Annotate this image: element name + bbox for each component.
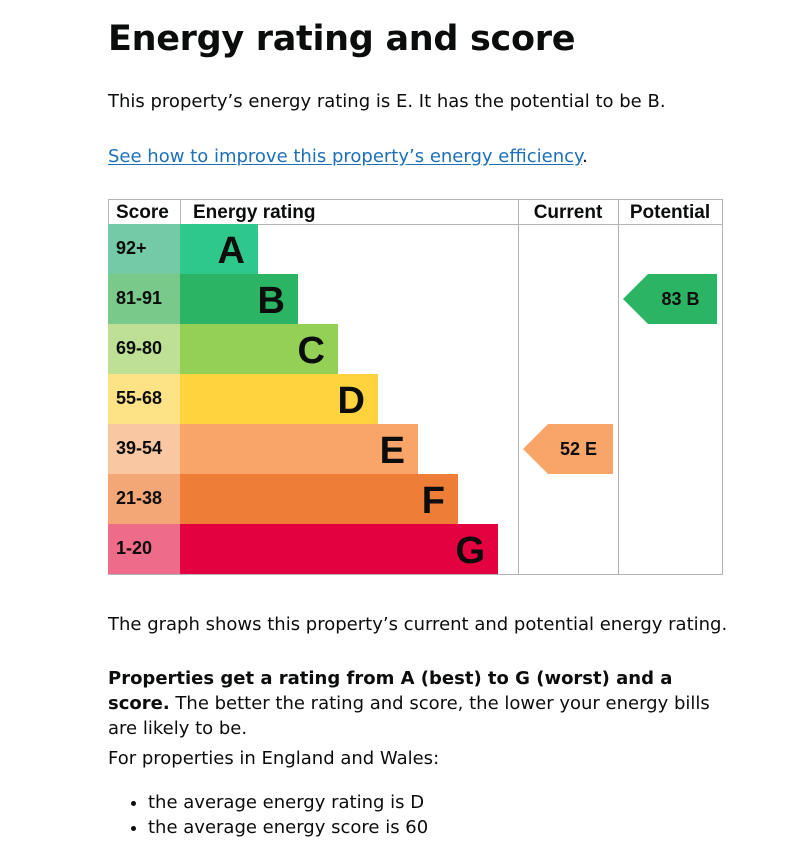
- chart-frame: [108, 199, 723, 575]
- rating-letter-c: C: [298, 330, 325, 372]
- rating-explanation-rest: The better the rating and score, the low…: [108, 693, 710, 739]
- improve-link-paragraph: See how to improve this property’s energ…: [108, 145, 588, 169]
- rating-letter-a: A: [218, 230, 245, 272]
- rating-bar-a: [180, 224, 258, 274]
- score-cell-g: [108, 524, 180, 574]
- score-label-b: 81-91: [116, 288, 162, 308]
- potential-header: Potential: [630, 202, 710, 223]
- rating-letter-b: B: [258, 280, 285, 322]
- graph-description: The graph shows this property’s current …: [108, 614, 728, 635]
- rating-bar-c: [180, 324, 338, 374]
- potential-rating-label: 83 B: [661, 289, 699, 309]
- average-rating-item: the average energy rating is D: [148, 790, 428, 815]
- link-suffix: .: [582, 146, 588, 167]
- energy-rating-header: Energy rating: [193, 202, 315, 223]
- score-label-f: 21-38: [116, 488, 162, 508]
- score-cell-e: [108, 424, 180, 474]
- rating-bar-e: [180, 424, 418, 474]
- score-label-a: 92+: [116, 238, 147, 258]
- rating-explanation: Properties get a rating from A (best) to…: [108, 666, 728, 741]
- score-label-c: 69-80: [116, 338, 162, 358]
- rating-bar-b: [180, 274, 298, 324]
- rating-letter-f: F: [422, 480, 445, 522]
- rating-letter-d: D: [338, 380, 365, 422]
- current-arrow: [523, 424, 613, 474]
- rating-explanation-bold: Properties get a rating from A (best) to…: [108, 668, 673, 714]
- page-title: Energy rating and score: [108, 19, 576, 59]
- score-cell-d: [108, 374, 180, 424]
- score-label-d: 55-68: [116, 388, 162, 408]
- rating-bar-g: [180, 524, 498, 574]
- score-label-g: 1-20: [116, 538, 152, 558]
- score-cell-f: [108, 474, 180, 524]
- score-header: Score: [116, 202, 169, 223]
- score-cell-c: [108, 324, 180, 374]
- rating-letter-e: E: [380, 430, 405, 472]
- current-rating-label: 52 E: [560, 439, 597, 459]
- energy-rating-summary: This property’s energy rating is E. It h…: [108, 91, 666, 112]
- score-cell-b: [108, 274, 180, 324]
- averages-list: the average energy rating is D the avera…: [108, 790, 428, 840]
- regional-averages-intro: For properties in England and Wales:: [108, 748, 440, 769]
- improve-efficiency-link[interactable]: See how to improve this property’s energ…: [108, 146, 583, 167]
- score-label-e: 39-54: [116, 438, 162, 458]
- rating-bar-d: [180, 374, 378, 424]
- rating-letter-g: G: [455, 530, 485, 572]
- average-score-item: the average energy score is 60: [148, 815, 428, 840]
- score-cell-a: [108, 224, 180, 274]
- potential-arrow: [623, 274, 717, 324]
- rating-bar-f: [180, 474, 458, 524]
- current-header: Current: [534, 202, 603, 223]
